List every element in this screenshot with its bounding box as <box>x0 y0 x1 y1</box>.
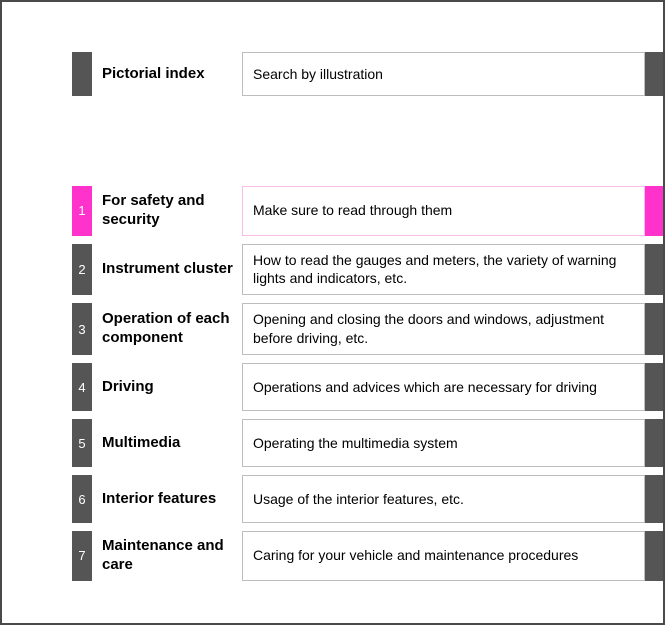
section-row-7[interactable]: 7Maintenance and careCaring for your veh… <box>2 531 663 581</box>
section-number: 7 <box>72 531 92 581</box>
section-desc: How to read the gauges and meters, the v… <box>242 244 645 296</box>
section-number: 5 <box>72 419 92 467</box>
section-right-tab <box>645 475 663 523</box>
section-number: 3 <box>72 303 92 355</box>
section-right-tab <box>645 363 663 411</box>
section-number: 1 <box>72 186 92 236</box>
section-number: 2 <box>72 244 92 296</box>
pictorial-right-tab <box>645 52 663 96</box>
section-title: Multimedia <box>92 419 242 467</box>
section-desc: Operating the multimedia system <box>242 419 645 467</box>
sections-list: 1For safety and securityMake sure to rea… <box>2 186 663 581</box>
section-right-tab <box>645 531 663 581</box>
section-title: Maintenance and care <box>92 531 242 581</box>
section-row-3[interactable]: 3Operation of each componentOpening and … <box>2 303 663 355</box>
section-row-5[interactable]: 5MultimediaOperating the multimedia syst… <box>2 419 663 467</box>
section-right-tab <box>645 186 663 236</box>
section-row-1[interactable]: 1For safety and securityMake sure to rea… <box>2 186 663 236</box>
section-number: 6 <box>72 475 92 523</box>
pictorial-row[interactable]: Pictorial index Search by illustration <box>2 52 663 96</box>
section-title: For safety and security <box>92 186 242 236</box>
section-title: Driving <box>92 363 242 411</box>
section-number: 4 <box>72 363 92 411</box>
section-title: Instrument cluster <box>92 244 242 296</box>
pictorial-title: Pictorial index <box>92 52 242 96</box>
section-row-2[interactable]: 2Instrument clusterHow to read the gauge… <box>2 244 663 296</box>
section-title: Interior features <box>92 475 242 523</box>
section-desc: Operations and advices which are necessa… <box>242 363 645 411</box>
section-desc: Make sure to read through them <box>242 186 645 236</box>
section-title: Operation of each component <box>92 303 242 355</box>
section-row-6[interactable]: 6Interior featuresUsage of the interior … <box>2 475 663 523</box>
section-right-tab <box>645 244 663 296</box>
section-row-4[interactable]: 4DrivingOperations and advices which are… <box>2 363 663 411</box>
pictorial-desc: Search by illustration <box>242 52 645 96</box>
section-desc: Opening and closing the doors and window… <box>242 303 645 355</box>
pictorial-tab <box>72 52 92 96</box>
section-desc: Usage of the interior features, etc. <box>242 475 645 523</box>
section-right-tab <box>645 303 663 355</box>
section-right-tab <box>645 419 663 467</box>
section-desc: Caring for your vehicle and maintenance … <box>242 531 645 581</box>
page-container: Pictorial index Search by illustration 1… <box>0 0 665 625</box>
